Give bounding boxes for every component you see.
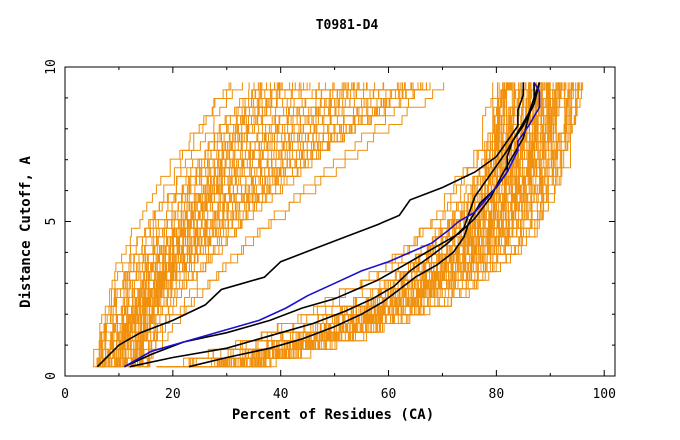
x-tick-label: 20 bbox=[165, 387, 181, 402]
series-line-blue bbox=[123, 81, 541, 368]
x-tick-label: 40 bbox=[273, 387, 289, 402]
model-curve bbox=[101, 82, 243, 368]
model-curve bbox=[101, 82, 250, 368]
series-line-black bbox=[96, 82, 525, 368]
y-tick-label: 0 bbox=[44, 372, 59, 380]
model-curve bbox=[120, 82, 405, 368]
model-curve bbox=[99, 82, 232, 367]
model-curve bbox=[130, 82, 271, 368]
model-curve bbox=[194, 82, 572, 368]
axes-group: 0 20 40 60 80 100 0 5 10 bbox=[44, 59, 616, 402]
model-curve bbox=[130, 82, 419, 367]
model-curve bbox=[181, 82, 577, 368]
model-curve bbox=[104, 82, 385, 367]
model-curve bbox=[115, 82, 263, 368]
x-tick-label: 100 bbox=[592, 387, 615, 402]
series-line-black bbox=[188, 82, 541, 368]
model-curve bbox=[119, 82, 403, 368]
model-curve bbox=[210, 82, 531, 368]
x-tick-label: 60 bbox=[381, 387, 397, 402]
model-curve bbox=[202, 82, 567, 368]
model-curve bbox=[157, 82, 549, 368]
model-curve bbox=[115, 82, 422, 368]
model-curve bbox=[144, 82, 445, 368]
model-curve bbox=[141, 82, 360, 367]
x-axis-title: Percent of Residues (CA) bbox=[232, 407, 434, 423]
chart-title: T0981-D4 bbox=[316, 18, 379, 33]
series-line-black bbox=[123, 82, 535, 368]
x-tick-label: 0 bbox=[61, 387, 69, 402]
model-curve bbox=[174, 82, 525, 368]
model-curve bbox=[196, 82, 558, 368]
model-curve bbox=[111, 82, 360, 368]
y-tick-label: 10 bbox=[44, 59, 59, 75]
x-tick-label: 80 bbox=[489, 387, 505, 402]
model-curve bbox=[136, 82, 398, 368]
orange-curves-group bbox=[92, 82, 584, 368]
model-curve bbox=[230, 82, 516, 368]
model-curve bbox=[156, 82, 494, 368]
model-curve bbox=[205, 82, 525, 368]
y-tick-label: 5 bbox=[44, 218, 59, 226]
highlighted-series-group bbox=[96, 81, 541, 368]
y-axis-title: Distance Cutoff, A bbox=[18, 156, 34, 308]
